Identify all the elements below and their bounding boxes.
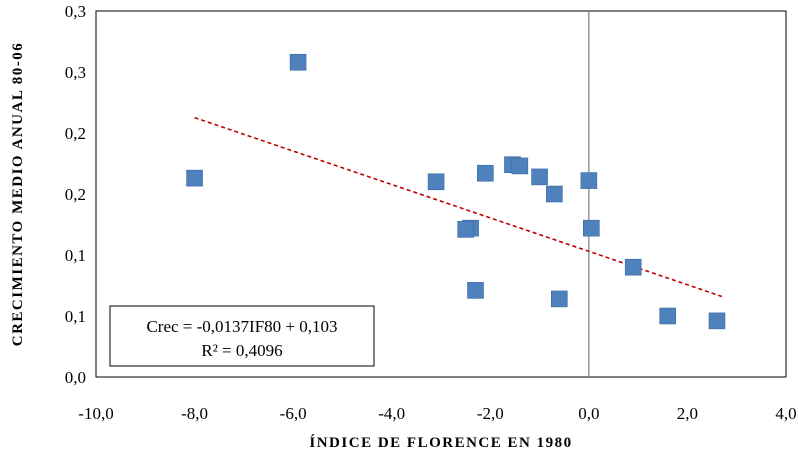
data-point: [289, 53, 307, 71]
y-axis-title: CRECIMIENTO MEDIO ANUAL 80-06: [10, 42, 26, 347]
trendline-group: [194, 116, 723, 298]
y-tick-label: 0,2: [65, 185, 86, 204]
y-tick-label: 0,2: [65, 124, 86, 143]
x-tick-label: -6,0: [280, 404, 307, 423]
y-tick-label: 0,3: [65, 2, 86, 21]
data-point: [546, 185, 563, 203]
data-point: [467, 282, 484, 299]
y-tick-label: 0,1: [65, 246, 86, 265]
points-group: [186, 53, 726, 330]
x-axis-title: ÍNDICE DE FLORENCE EN 1980: [309, 434, 572, 451]
x-tick-label: 4,0: [775, 404, 796, 423]
data-point: [477, 164, 494, 182]
data-point: [624, 258, 642, 276]
data-point: [659, 307, 677, 325]
data-point: [583, 219, 600, 237]
x-tick-label: 2,0: [677, 404, 698, 423]
y-tick-label: 0,3: [65, 63, 86, 82]
x-tick-label: -2,0: [477, 404, 504, 423]
data-point: [531, 168, 548, 186]
trendline-r2: R² = 0,4096: [201, 341, 282, 360]
data-point: [427, 173, 445, 191]
x-tick-label: -8,0: [181, 404, 208, 423]
plot-area-frame: [95, 10, 787, 378]
data-point: [457, 221, 474, 238]
y-tick-label: 0,0: [65, 368, 86, 387]
axes-group: -10,0 -8,0 -6,0 -4,0 -2,0 0,0 2,0 4,0 0,0 0,1 0,1 0…: [65, 2, 797, 423]
equation-box-frame: [109, 305, 375, 367]
trendline: [194, 116, 723, 298]
data-point: [511, 157, 529, 175]
data-point: [708, 312, 726, 330]
x-tick-label: -10,0: [78, 404, 113, 423]
data-point: [186, 169, 203, 187]
equation-box: Crec = -0,0137IF80 + 0,103 R² = 0,4096: [109, 305, 375, 367]
data-point: [550, 290, 568, 308]
y-tick-label: 0,1: [65, 307, 86, 326]
x-tick-label: 0,0: [578, 404, 599, 423]
trendline-equation: Crec = -0,0137IF80 + 0,103: [146, 317, 337, 336]
data-point: [580, 172, 598, 189]
x-tick-label: -4,0: [378, 404, 405, 423]
